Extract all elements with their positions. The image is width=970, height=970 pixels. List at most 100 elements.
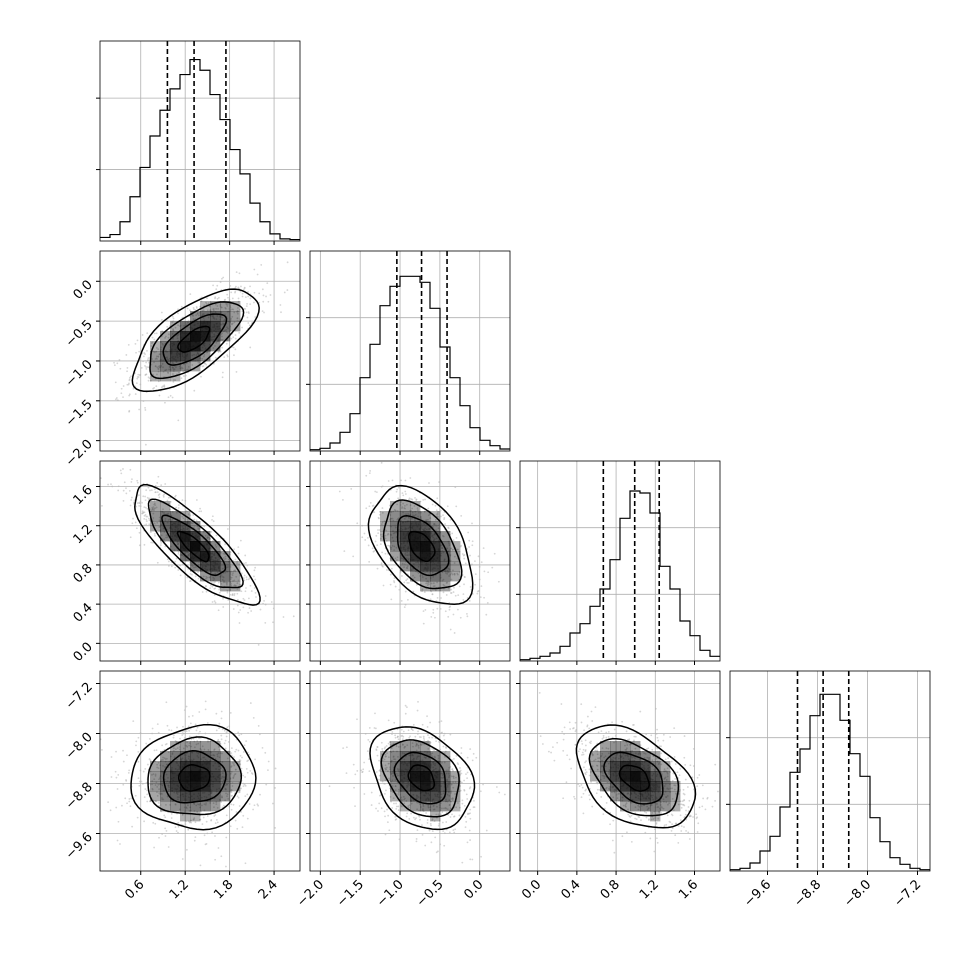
scatter-point [195, 729, 198, 732]
scatter-point [364, 732, 367, 735]
scatter-point [208, 576, 211, 579]
scatter-point [144, 788, 147, 790]
scatter-point [428, 581, 430, 584]
scatter-point [227, 296, 229, 299]
scatter-point [400, 599, 403, 602]
scatter-point [174, 560, 177, 563]
x-tick-label: 1.8 [211, 877, 236, 902]
density-cell [210, 751, 221, 762]
scatter-point [110, 776, 113, 778]
scatter-point [206, 815, 209, 817]
scatter-point [214, 303, 217, 306]
scatter-point [450, 572, 453, 575]
density-cell [180, 361, 191, 372]
scatter-point [237, 579, 240, 582]
density-cell [170, 521, 181, 532]
density-cell [410, 561, 421, 572]
scatter-point [217, 609, 220, 612]
scatter-point [361, 524, 364, 527]
scatter-point [234, 334, 237, 336]
scatter-point [384, 534, 387, 537]
density-cell [210, 571, 221, 582]
scatter-point [443, 761, 446, 764]
scatter-point [444, 523, 446, 526]
scatter-point [211, 515, 214, 518]
scatter-point [471, 540, 474, 543]
scatter-point [245, 561, 247, 564]
scatter-point [385, 568, 388, 571]
scatter-point [448, 831, 451, 834]
scatter-point [241, 826, 244, 829]
scatter-point [226, 355, 229, 358]
scatter-point [403, 504, 406, 507]
scatter-point [194, 575, 197, 578]
scatter-point [117, 820, 120, 823]
scatter-point [406, 812, 409, 815]
scatter-point [120, 387, 123, 390]
scatter-point [146, 507, 149, 510]
scatter-point [215, 803, 218, 806]
scatter-point [147, 379, 150, 382]
histogram-panel-0 [96, 40, 301, 245]
density-cell [220, 791, 231, 802]
scatter-point [249, 346, 252, 349]
scatter-point [204, 708, 207, 711]
scatter-point [452, 569, 454, 572]
scatter-point [181, 515, 184, 518]
panel-content [100, 461, 300, 661]
x-tick-label: −2.0 [294, 877, 327, 910]
scatter-point [404, 590, 407, 593]
scatter-point [206, 297, 208, 300]
scatter-point [366, 536, 369, 539]
density-cell [420, 551, 431, 562]
scatter-point [390, 567, 393, 570]
density-cell [180, 761, 191, 772]
scatter-point [249, 303, 252, 306]
scatter-point [247, 611, 249, 614]
density-cell [400, 771, 411, 782]
scatter-point [220, 338, 223, 341]
scatter-point [223, 559, 226, 561]
scatter-point [228, 805, 231, 808]
scatter-point [262, 294, 265, 297]
scatter-point [426, 584, 429, 587]
scatter-point [249, 584, 252, 587]
scatter-point [128, 394, 131, 397]
scatter-point [153, 749, 156, 752]
scatter-point [243, 287, 246, 290]
scatter-point [233, 311, 236, 314]
scatter-point [394, 509, 397, 512]
scatter-point [454, 828, 457, 831]
scatter-point [391, 517, 394, 520]
scatter-point [203, 362, 206, 365]
histogram-panel-1 [306, 250, 511, 455]
scatter-point [229, 588, 231, 591]
scatter-point [391, 544, 394, 547]
scatter-point [240, 811, 242, 813]
scatter-point [469, 839, 471, 841]
y-tick-label: −9.6 [63, 830, 96, 863]
scatter-point [141, 512, 144, 515]
scatter-point [243, 562, 245, 565]
scatter-point [267, 760, 270, 763]
scatter-point [144, 506, 147, 509]
scatter-point [466, 841, 469, 844]
scatter-point [128, 798, 131, 800]
scatter-point [503, 793, 506, 796]
scatter-point [149, 759, 152, 762]
scatter-point [239, 290, 242, 293]
panel-frame [99, 40, 301, 242]
scatter-point [122, 749, 124, 752]
scatter-point [205, 577, 208, 580]
scatter-point [215, 545, 218, 548]
scatter-point [448, 804, 451, 806]
scatter-point [437, 757, 440, 760]
scatter-point [188, 744, 191, 747]
scatter-point [145, 515, 148, 518]
scatter-point [394, 585, 397, 588]
scatter-point [126, 367, 129, 369]
scatter-point [130, 375, 132, 378]
scatter-point [236, 598, 239, 601]
scatter-point [220, 710, 223, 713]
scatter-point [393, 758, 395, 761]
